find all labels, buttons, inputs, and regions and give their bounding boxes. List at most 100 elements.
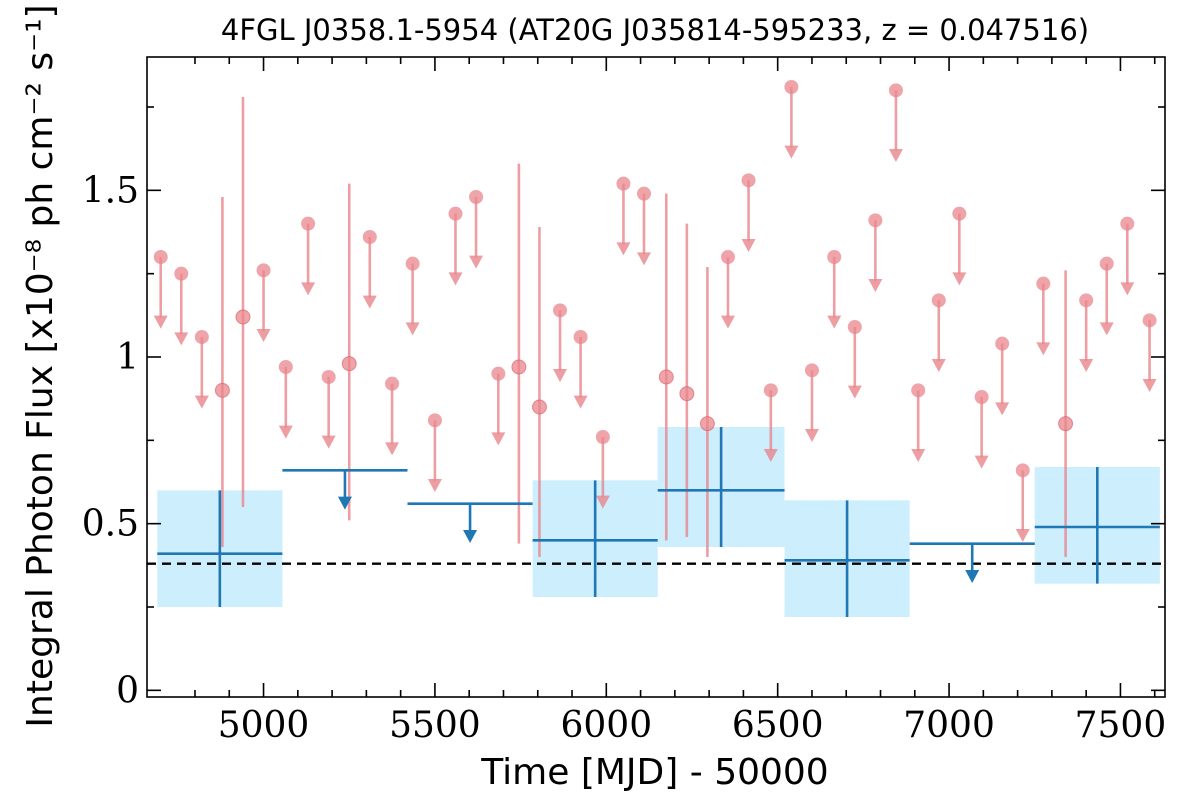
fine-point <box>868 213 883 228</box>
fine-point <box>553 303 568 318</box>
y-axis-label: Integral Photon Flux [x10⁻⁸ ph cm⁻² s⁻¹] <box>20 4 61 727</box>
coarse-ul-arrowhead <box>337 496 352 510</box>
fine-ul-arrowhead <box>1142 379 1157 392</box>
fine-ul-arrowhead <box>491 432 506 446</box>
fine-point <box>385 376 400 391</box>
fine-ul-arrowhead <box>321 435 336 449</box>
fine-ul-arrowhead <box>1036 342 1051 356</box>
fine-point <box>235 309 251 325</box>
fine-point <box>341 356 357 372</box>
fine-ul-arrowhead <box>827 315 842 329</box>
x-tick-label: 7500 <box>1075 705 1167 746</box>
coarse-ul-arrowhead <box>463 530 478 543</box>
fine-point <box>278 360 293 374</box>
fine-point <box>405 256 420 271</box>
fine-point <box>1120 216 1135 231</box>
fine-point <box>763 383 778 398</box>
x-axis-label: Time [MJD] - 50000 <box>480 752 828 793</box>
fine-ul-arrowhead <box>763 449 778 462</box>
fine-point <box>153 250 168 264</box>
fine-ul-arrowhead <box>974 455 989 469</box>
fine-point <box>679 386 695 402</box>
fine-point <box>194 330 209 344</box>
x-tick-label: 6000 <box>560 705 652 746</box>
fine-point <box>573 330 588 344</box>
fine-ul-arrowhead <box>194 395 209 409</box>
fine-ul-arrowhead <box>553 369 568 382</box>
fine-point <box>1099 256 1114 271</box>
fine-point <box>1142 313 1157 328</box>
fine-point <box>321 370 336 384</box>
fine-point <box>1079 293 1094 308</box>
fine-ul-arrowhead <box>573 395 588 409</box>
fine-ul-arrowhead <box>595 495 610 509</box>
y-tick-label: 0.5 <box>82 504 139 545</box>
fine-point <box>448 206 463 221</box>
fine-point <box>995 336 1010 351</box>
fine-point <box>1036 276 1051 291</box>
fine-point <box>931 293 946 308</box>
fine-point <box>469 190 484 204</box>
fine-point <box>595 430 610 444</box>
fine-ul-arrowhead <box>427 479 442 492</box>
fine-bin-series <box>153 80 1157 557</box>
y-tick-label: 1.5 <box>82 170 139 211</box>
fine-point <box>827 250 842 264</box>
fine-ul-arrowhead <box>720 315 735 329</box>
fine-point <box>720 250 735 264</box>
chart-title: 4FGL J0358.1-5954 (AT20G J035814-595233,… <box>221 13 1089 47</box>
fine-ul-arrowhead <box>1015 529 1030 542</box>
coarse-bin-bands <box>157 427 1160 617</box>
fine-ul-arrowhead <box>448 272 463 286</box>
fine-point <box>174 266 189 281</box>
fine-ul-arrowhead <box>153 315 168 329</box>
x-tick-label: 6500 <box>732 705 824 746</box>
y-tick-label: 0 <box>116 670 139 711</box>
fine-point <box>741 173 756 188</box>
coarse-ul-arrowhead <box>965 570 980 583</box>
fine-point <box>301 216 316 231</box>
fine-ul-arrowhead <box>1120 282 1135 296</box>
fine-point <box>952 206 967 221</box>
fine-ul-arrowhead <box>301 282 316 296</box>
fine-point <box>256 263 271 278</box>
fine-ul-arrowhead <box>888 149 903 162</box>
fine-ul-arrowhead <box>952 272 967 286</box>
fine-point <box>888 83 903 98</box>
fine-point <box>511 359 527 375</box>
fine-point <box>1015 463 1030 478</box>
fine-ul-arrowhead <box>405 322 420 336</box>
plot-frame <box>146 56 1166 698</box>
fine-ul-arrowhead <box>385 442 400 456</box>
fine-point <box>699 416 715 432</box>
fine-point <box>214 382 230 398</box>
x-tick-label: 7000 <box>903 705 995 746</box>
y-tick-label: 1 <box>116 337 139 378</box>
fine-ul-arrowhead <box>847 385 862 399</box>
fine-point <box>911 383 926 398</box>
fine-ul-arrowhead <box>469 255 484 269</box>
fine-ul-arrowhead <box>995 402 1010 416</box>
fine-point <box>658 369 674 385</box>
fine-point <box>616 176 631 191</box>
fine-ul-arrowhead <box>784 145 799 159</box>
fine-ul-arrowhead <box>931 359 946 372</box>
fine-ul-arrowhead <box>174 332 189 346</box>
fine-ul-arrowhead <box>741 239 756 252</box>
fine-point <box>804 363 819 378</box>
fine-ul-arrowhead <box>804 429 819 442</box>
fine-ul-arrowhead <box>616 242 631 256</box>
fine-ul-arrowhead <box>1079 359 1094 372</box>
fine-point <box>531 399 547 415</box>
fine-point <box>427 413 442 428</box>
fine-point <box>847 320 862 334</box>
fine-point <box>491 366 506 381</box>
fine-ul-arrowhead <box>911 449 926 462</box>
coarse-bin-series <box>157 427 1160 617</box>
fine-point <box>362 230 377 244</box>
axis-ticks: 5000 5500 6000 6500 7000 7500 0 0.5 1 1.5 <box>82 57 1167 746</box>
fine-point <box>974 390 989 404</box>
x-tick-label: 5000 <box>218 705 310 746</box>
x-tick-label: 5500 <box>389 705 481 746</box>
